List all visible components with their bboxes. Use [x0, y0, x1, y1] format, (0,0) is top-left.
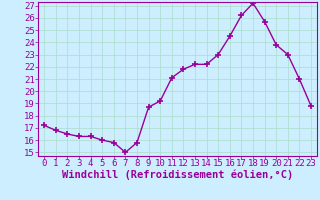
X-axis label: Windchill (Refroidissement éolien,°C): Windchill (Refroidissement éolien,°C): [62, 170, 293, 180]
